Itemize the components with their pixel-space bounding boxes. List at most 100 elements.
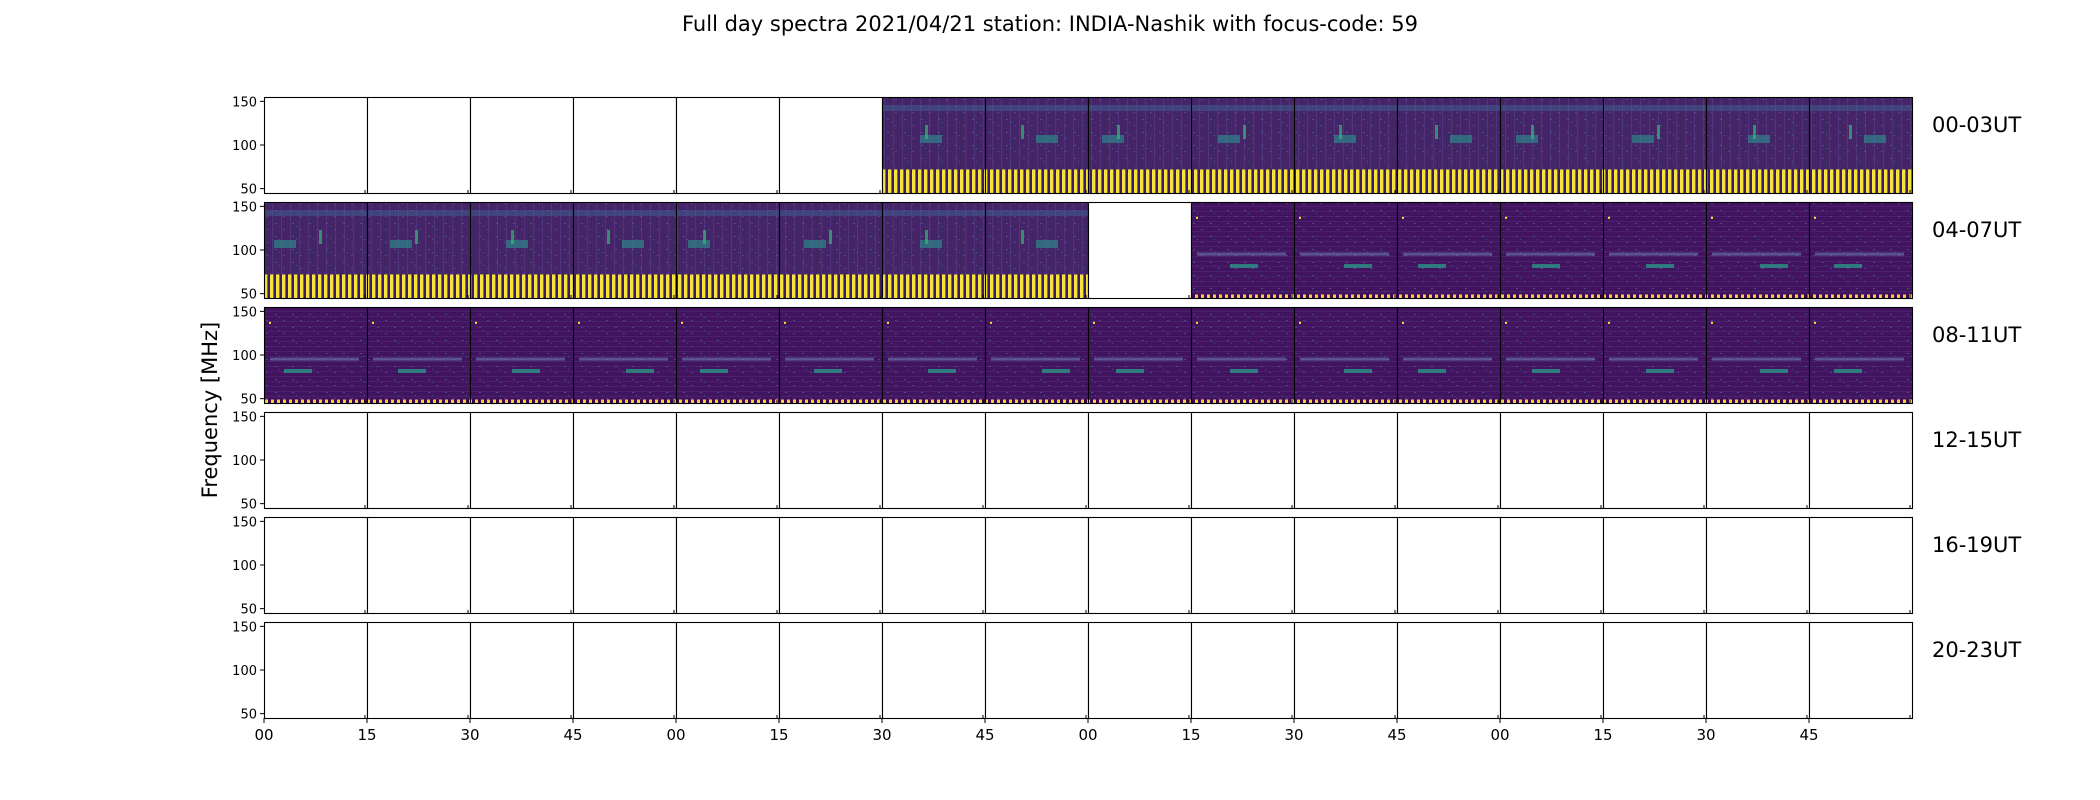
spectrum-panel [778,411,884,510]
x-axis-ticks: 00 15 30 45 00 15 30 45 00 15 30 45 00 15 30 45 [254,718,1819,744]
spectrum-panel [1293,201,1399,300]
spectrum-panel [1499,306,1605,405]
row-time-label: 00-03UT [1932,113,2021,137]
spectrum-panel [1396,516,1502,615]
spectrum-panel [1499,621,1605,720]
spectrum-panel [366,516,472,615]
spectrum-panel [984,516,1090,615]
spectra-grid: 150 100 50 00-03UT 150 100 50 04-07UT 150 100 50 08… [232,95,2021,722]
spectrum-panel [675,201,781,300]
spectrum-panel [1705,411,1811,510]
spectrum-panel [572,516,678,615]
spectrum-panel [469,516,575,615]
y-tick-label: 50 [240,708,257,723]
y-tick-label: 100 [232,559,257,574]
spectra-row: 150 100 50 20-23UT [232,620,2021,722]
spectrum-panel [1602,306,1708,405]
spectrum-panel [778,621,884,720]
spectrum-panel [469,306,575,405]
spectrum-panel [572,201,678,300]
spectra-row: 150 100 50 08-11UT [232,305,2021,407]
spectrum-panel [1499,411,1605,510]
spectrum-panel [1705,96,1811,195]
spectrum-panel [1190,201,1296,300]
spectrum-panel [572,306,678,405]
x-tick-label: 15 [1181,726,1200,744]
spectrum-panel [366,201,472,300]
spectrum-panel [366,96,472,195]
spectra-row: 150 100 50 04-07UT [232,200,2021,302]
y-tick-label: 100 [232,664,257,679]
row-time-label: 12-15UT [1932,428,2021,452]
y-tick-label: 150 [232,95,257,110]
spectrum-panel [1499,201,1605,300]
spectrum-panel [675,96,781,195]
y-tick-label: 50 [240,288,257,303]
spectrum-panel [984,411,1090,510]
x-tick-label: 15 [1593,726,1612,744]
y-tick-label: 150 [232,200,257,215]
x-tick-label: 30 [460,726,479,744]
spectrum-panel [778,96,884,195]
spectrum-panel [469,201,575,300]
spectrum-panel [366,306,472,405]
spectrum-panel [984,201,1090,300]
x-tick-label: 30 [872,726,891,744]
spectrum-panel [1087,516,1193,615]
spectrum-panel [1602,96,1708,195]
spectrum-panel [881,96,987,195]
x-tick-label: 00 [1078,726,1097,744]
spectrum-panel [1293,96,1399,195]
spectrum-panel [984,96,1090,195]
x-tick-label: 00 [666,726,685,744]
spectrum-panel [778,201,884,300]
y-tick-label: 150 [232,305,257,320]
spectrum-panel [881,621,987,720]
spectrum-panel [1602,201,1708,300]
y-tick-label: 100 [232,454,257,469]
spectrum-panel [469,96,575,195]
y-tick-label: 100 [232,244,257,259]
spectrum-panel [1808,516,1914,615]
spectrum-panel [572,411,678,510]
spectrum-panel [366,621,472,720]
row-time-label: 04-07UT [1932,218,2021,242]
spectrum-panel [1499,96,1605,195]
spectrum-panel [881,306,987,405]
spectra-row: 150 100 50 16-19UT [232,515,2021,617]
spectrum-panel [469,621,575,720]
spectrum-panel [1293,516,1399,615]
spectrum-panel [675,411,781,510]
spectrum-panel [1602,516,1708,615]
spectrum-panel [263,411,369,510]
x-tick-label: 45 [563,726,582,744]
x-tick-label: 00 [1490,726,1509,744]
spectrum-panel [1293,621,1399,720]
spectrum-panel [1396,621,1502,720]
spectrum-panel [1293,306,1399,405]
spectrum-panel [366,411,472,510]
spectrum-panel [1396,96,1502,195]
x-tick-label: 45 [1799,726,1818,744]
spectrum-panel [263,201,369,300]
spectrum-panel [1396,201,1502,300]
y-tick-label: 150 [232,410,257,425]
spectrum-panel [881,201,987,300]
x-tick-label: 45 [1387,726,1406,744]
spectrum-panel [675,516,781,615]
x-tick-label: 45 [975,726,994,744]
spectrum-panel [469,411,575,510]
x-tick-label: 15 [769,726,788,744]
spectrum-panel [984,306,1090,405]
chart-title: Full day spectra 2021/04/21 station: IND… [682,12,1418,36]
spectrum-panel [984,621,1090,720]
spectrum-panel [675,306,781,405]
spectrum-panel [1499,516,1605,615]
spectrum-panel [1190,306,1296,405]
y-tick-label: 50 [240,498,257,513]
spectrum-panel [1808,621,1914,720]
spectrum-panel [1087,96,1193,195]
spectrum-panel [1602,411,1708,510]
spectra-row: 150 100 50 12-15UT [232,410,2021,512]
